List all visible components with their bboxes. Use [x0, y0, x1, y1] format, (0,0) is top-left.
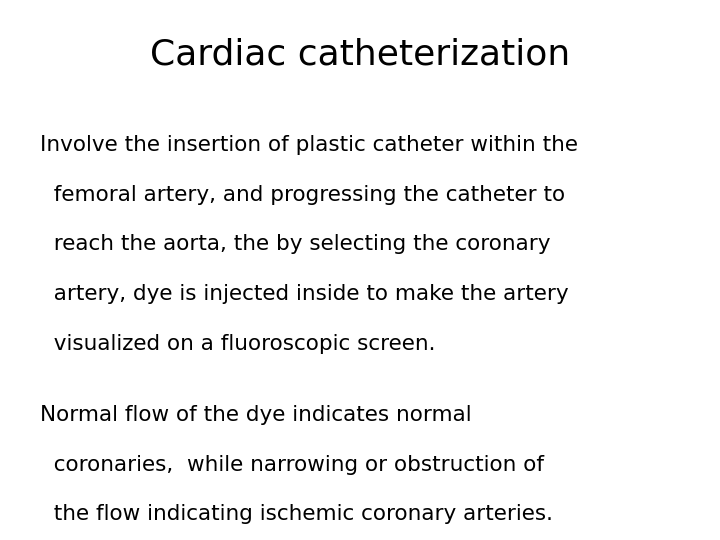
Text: Cardiac catheterization: Cardiac catheterization [150, 38, 570, 72]
Text: artery, dye is injected inside to make the artery: artery, dye is injected inside to make t… [40, 284, 568, 304]
Text: reach the aorta, the by selecting the coronary: reach the aorta, the by selecting the co… [40, 234, 550, 254]
Text: femoral artery, and progressing the catheter to: femoral artery, and progressing the cath… [40, 185, 564, 205]
Text: visualized on a fluoroscopic screen.: visualized on a fluoroscopic screen. [40, 334, 435, 354]
Text: coronaries,  while narrowing or obstruction of: coronaries, while narrowing or obstructi… [40, 455, 544, 475]
Text: Normal flow of the dye indicates normal: Normal flow of the dye indicates normal [40, 405, 471, 425]
Text: the flow indicating ischemic coronary arteries.: the flow indicating ischemic coronary ar… [40, 504, 553, 524]
Text: Involve the insertion of plastic catheter within the: Involve the insertion of plastic cathete… [40, 135, 577, 155]
